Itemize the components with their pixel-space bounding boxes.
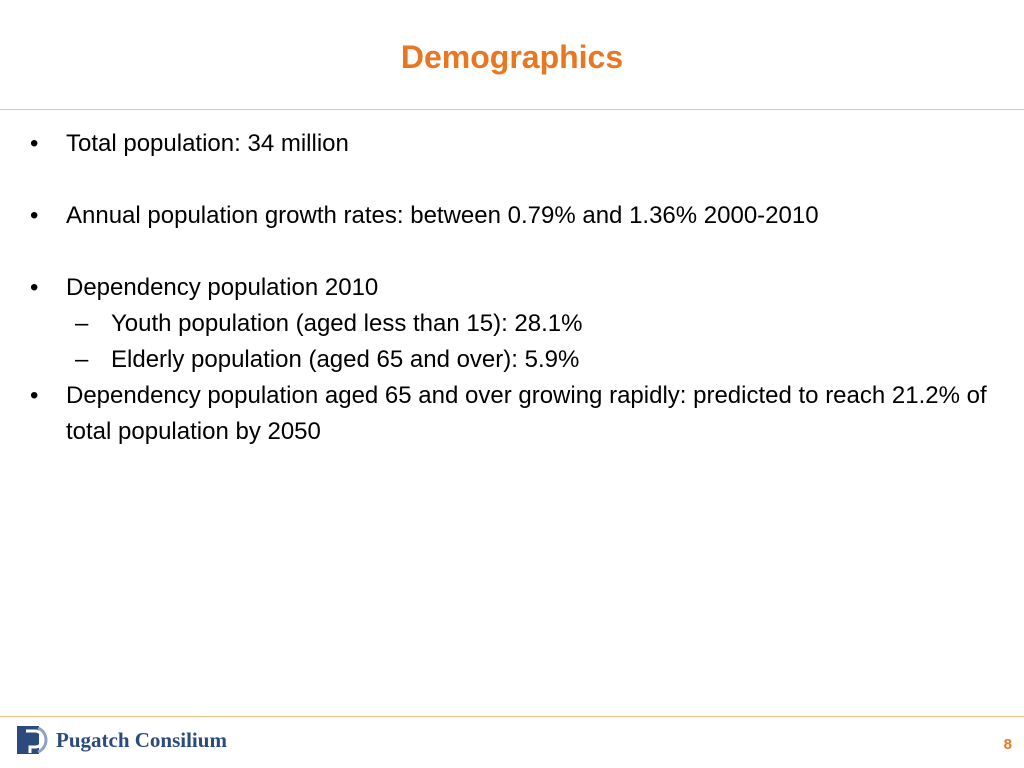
bullet-item: • Annual population growth rates: betwee…	[30, 198, 990, 234]
sub-bullet-marker: –	[75, 346, 89, 373]
bullet-list: • Total population: 34 million • Annual …	[30, 126, 990, 450]
title-divider	[0, 109, 1024, 110]
bullet-text: Dependency population 2010	[66, 274, 379, 301]
sub-bullet-marker: –	[75, 310, 89, 337]
bullet-marker: •	[30, 130, 39, 157]
sub-bullet-text: Elderly population (aged 65 and over): 5…	[111, 346, 580, 373]
bullet-text: Total population: 34 million	[66, 130, 349, 157]
bullet-marker: •	[30, 202, 39, 229]
pugatch-consilium-logo-icon	[17, 726, 48, 754]
sub-bullet-item: – Elderly population (aged 65 and over):…	[30, 342, 990, 378]
bullet-text: Annual population growth rates: between …	[66, 202, 819, 229]
slide-title: Demographics	[400, 39, 624, 75]
footer-divider	[0, 716, 1024, 717]
company-logo: Pugatch Consilium	[16, 724, 227, 756]
bullet-marker: •	[30, 274, 39, 301]
bullet-marker: •	[30, 382, 39, 409]
bullet-text: Dependency population aged 65 and over g…	[66, 382, 987, 445]
bullet-item: • Dependency population 2010	[30, 270, 990, 306]
sub-bullet-text: Youth population (aged less than 15): 28…	[111, 310, 583, 337]
bullet-item: • Dependency population aged 65 and over…	[30, 378, 990, 450]
bullet-item: • Total population: 34 million	[30, 126, 990, 162]
page-number: 8	[1003, 736, 1012, 753]
logo-wordmark: Pugatch Consilium	[56, 727, 227, 752]
sub-bullet-item: – Youth population (aged less than 15): …	[30, 306, 990, 342]
